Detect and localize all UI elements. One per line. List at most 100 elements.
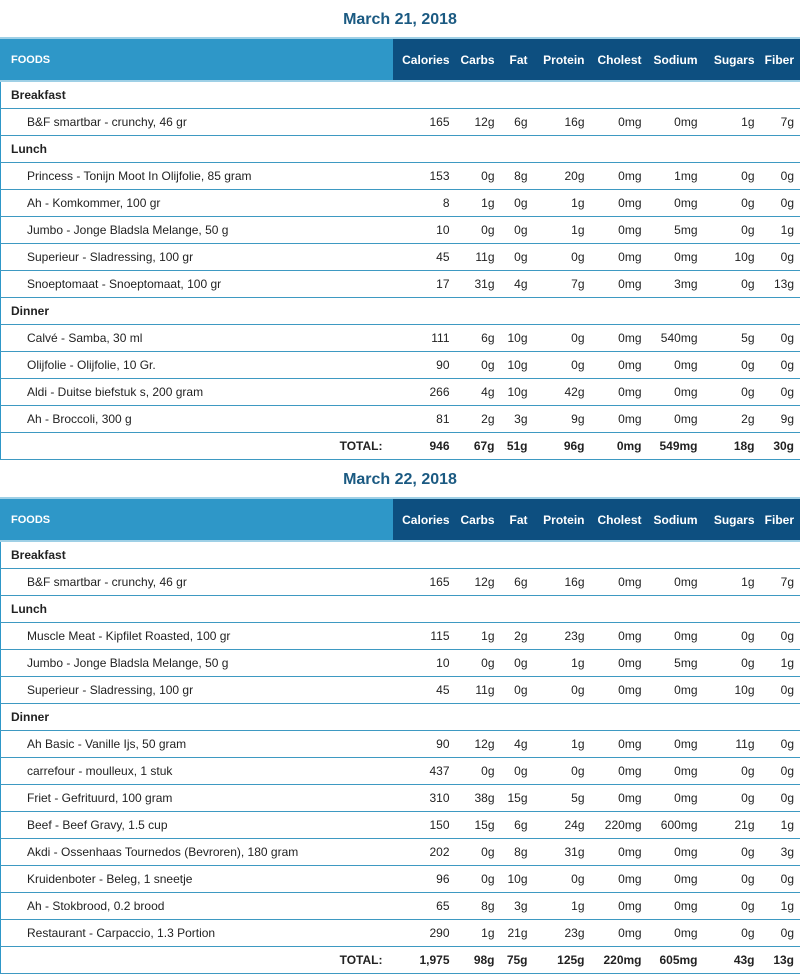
food-carbs: 31g: [456, 271, 501, 298]
food-name[interactable]: Superieur - Sladressing, 100 gr: [1, 677, 393, 704]
food-fat: 3g: [501, 406, 534, 433]
food-fiber: 9g: [761, 406, 800, 433]
food-name[interactable]: Snoeptomaat - Snoeptomaat, 100 gr: [1, 271, 393, 298]
food-cholest: 0mg: [591, 839, 648, 866]
food-name[interactable]: Ah Basic - Vanille Ijs, 50 gram: [1, 731, 393, 758]
column-header-foods: FOODS: [1, 498, 393, 541]
food-sugars: 0g: [704, 271, 761, 298]
food-fat: 2g: [501, 623, 534, 650]
food-name[interactable]: Ah - Stokbrood, 0.2 brood: [1, 893, 393, 920]
column-header-sodium: Sodium: [648, 38, 704, 81]
food-name[interactable]: Muscle Meat - Kipfilet Roasted, 100 gr: [1, 623, 393, 650]
food-name[interactable]: Princess - Tonijn Moot In Olijfolie, 85 …: [1, 163, 393, 190]
food-name[interactable]: Jumbo - Jonge Bladsla Melange, 50 g: [1, 217, 393, 244]
meal-name: Dinner: [1, 298, 800, 325]
food-sugars: 0g: [704, 650, 761, 677]
food-name[interactable]: Kruidenboter - Beleg, 1 sneetje: [1, 866, 393, 893]
food-protein: 1g: [534, 650, 591, 677]
food-calories: 290: [393, 920, 456, 947]
food-protein: 1g: [534, 731, 591, 758]
total-calories: 946: [393, 433, 456, 460]
food-name[interactable]: Jumbo - Jonge Bladsla Melange, 50 g: [1, 650, 393, 677]
food-sugars: 0g: [704, 758, 761, 785]
food-sodium: 0mg: [648, 352, 704, 379]
food-fiber: 0g: [761, 190, 800, 217]
food-fiber: 1g: [761, 650, 800, 677]
food-calories: 165: [393, 569, 456, 596]
food-sodium: 5mg: [648, 217, 704, 244]
food-calories: 8: [393, 190, 456, 217]
food-row[interactable]: Princess - Tonijn Moot In Olijfolie, 85 …: [1, 163, 800, 190]
food-fiber: 0g: [761, 623, 800, 650]
food-protein: 0g: [534, 866, 591, 893]
food-name[interactable]: Restaurant - Carpaccio, 1.3 Portion: [1, 920, 393, 947]
food-name[interactable]: Ah - Komkommer, 100 gr: [1, 190, 393, 217]
food-fiber: 1g: [761, 893, 800, 920]
food-fat: 0g: [501, 217, 534, 244]
food-name[interactable]: Beef - Beef Gravy, 1.5 cup: [1, 812, 393, 839]
column-header-cholest: Cholest: [591, 38, 648, 81]
meal-row-dinner: Dinner: [1, 704, 800, 731]
food-name[interactable]: Ah - Broccoli, 300 g: [1, 406, 393, 433]
food-name[interactable]: Friet - Gefrituurd, 100 gram: [1, 785, 393, 812]
food-name[interactable]: B&F smartbar - crunchy, 46 gr: [1, 109, 393, 136]
food-fiber: 0g: [761, 731, 800, 758]
food-fiber: 7g: [761, 109, 800, 136]
food-calories: 96: [393, 866, 456, 893]
food-sodium: 600mg: [648, 812, 704, 839]
food-name[interactable]: Calvé - Samba, 30 ml: [1, 325, 393, 352]
food-fiber: 0g: [761, 163, 800, 190]
food-sodium: 1mg: [648, 163, 704, 190]
food-name[interactable]: B&F smartbar - crunchy, 46 gr: [1, 569, 393, 596]
food-name[interactable]: Akdi - Ossenhaas Tournedos (Bevroren), 1…: [1, 839, 393, 866]
food-fat: 4g: [501, 731, 534, 758]
food-fat: 0g: [501, 190, 534, 217]
food-name[interactable]: Superieur - Sladressing, 100 gr: [1, 244, 393, 271]
food-name[interactable]: Olijfolie - Olijfolie, 10 Gr.: [1, 352, 393, 379]
column-header-fat: Fat: [501, 498, 534, 541]
food-sugars: 0g: [704, 866, 761, 893]
food-sodium: 0mg: [648, 190, 704, 217]
food-name[interactable]: Aldi - Duitse biefstuk s, 200 gram: [1, 379, 393, 406]
food-sodium: 0mg: [648, 244, 704, 271]
food-carbs: 0g: [456, 352, 501, 379]
food-carbs: 0g: [456, 217, 501, 244]
food-carbs: 6g: [456, 325, 501, 352]
food-cholest: 0mg: [591, 163, 648, 190]
food-sugars: 10g: [704, 244, 761, 271]
food-row[interactable]: Akdi - Ossenhaas Tournedos (Bevroren), 1…: [1, 839, 800, 866]
food-protein: 16g: [534, 109, 591, 136]
food-name[interactable]: carrefour - moulleux, 1 stuk: [1, 758, 393, 785]
food-cholest: 0mg: [591, 677, 648, 704]
food-sodium: 0mg: [648, 839, 704, 866]
food-calories: 45: [393, 677, 456, 704]
column-header-sodium: Sodium: [648, 498, 704, 541]
meal-row-breakfast: Breakfast: [1, 81, 800, 109]
food-calories: 90: [393, 352, 456, 379]
food-calories: 10: [393, 217, 456, 244]
food-fat: 6g: [501, 569, 534, 596]
